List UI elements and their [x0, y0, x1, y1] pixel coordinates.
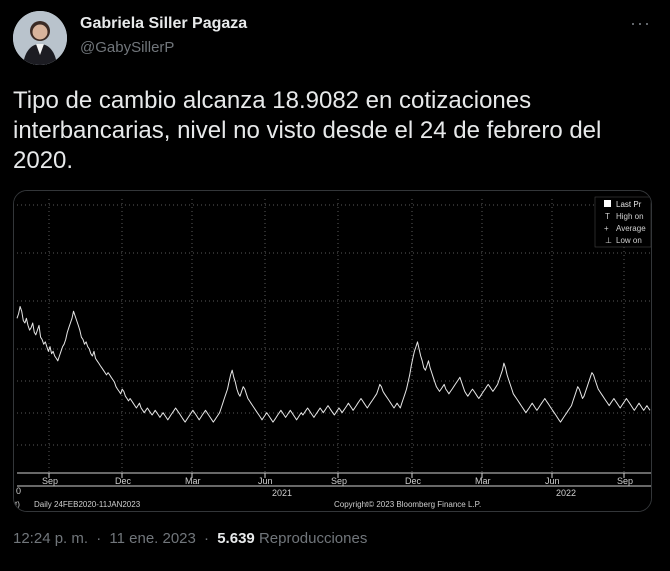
year-labels: 2021 2022 [272, 488, 576, 498]
legend-last-price: Last Pr [616, 200, 642, 209]
legend-average-marker: + [604, 224, 609, 233]
x-tick-label-5: Dec [405, 476, 422, 486]
x-axis-tick-labels: Sep Dec Mar Jun Sep Dec Mar Jun Sep [42, 476, 633, 486]
x-tick-label-2: Mar [185, 476, 201, 486]
tweet-text: Tipo de cambio alcanza 18.9082 en cotiza… [13, 87, 602, 174]
author-handle[interactable]: @GabySillerP [80, 39, 175, 56]
legend-last-price-swatch [604, 200, 611, 207]
left-edge-label: 0 [16, 486, 21, 496]
year-label-0: 2021 [272, 488, 292, 498]
legend-low: Low on [616, 236, 642, 245]
chart-footer: t) Daily 24FEB2020-11JAN2023 Copyright© … [15, 500, 481, 509]
views-count: 5.639 [217, 530, 255, 547]
tweet-date[interactable]: 11 ene. 2023 [109, 530, 196, 547]
more-options-button[interactable]: ··· [630, 13, 651, 34]
legend-low-marker: ⊥ [605, 236, 612, 245]
author-name[interactable]: Gabriela Siller Pagaza [80, 15, 248, 32]
tweet-time[interactable]: 12:24 p. m. [13, 530, 89, 547]
legend-high-marker: T [605, 212, 610, 221]
more-horizontal-icon: ··· [630, 13, 651, 33]
meta-separator: · [96, 530, 102, 547]
x-tick-label-1: Dec [115, 476, 132, 486]
x-tick-label-8: Sep [617, 476, 633, 486]
chart-image-card[interactable]: Sep Dec Mar Jun Sep Dec Mar Jun Sep 2021 2022 0 L… [13, 190, 652, 512]
meta-separator-2: · [204, 530, 210, 547]
x-tick-label-0: Sep [42, 476, 58, 486]
views-label: Reproducciones [258, 530, 368, 547]
x-tick-label-6: Mar [475, 476, 491, 486]
series-group [16, 306, 651, 423]
chart-legend: Last Pr T High on + Average ⊥ Low on [594, 196, 651, 248]
footer-copyright: Copyright© 2023 Bloomberg Finance L.P. [334, 500, 481, 509]
tweet-metadata: 12:24 p. m. · 11 ene. 2023 · 5.639 Repro… [13, 530, 371, 547]
legend-average: Average [616, 224, 646, 233]
avatar-image [13, 11, 67, 65]
legend-high: High on [616, 212, 644, 221]
footer-edge-label: t) [15, 500, 20, 509]
series-line-0 [16, 306, 651, 423]
x-axis-ticks [48, 473, 625, 478]
footer-date-range: Daily 24FEB2020-11JAN2023 [34, 500, 141, 509]
x-tick-label-3: Jun [258, 476, 273, 486]
exchange-rate-chart: Sep Dec Mar Jun Sep Dec Mar Jun Sep 2021 2022 0 L… [14, 191, 651, 511]
author-avatar[interactable] [13, 11, 67, 65]
x-tick-label-4: Sep [331, 476, 347, 486]
year-label-1: 2022 [556, 488, 576, 498]
x-tick-label-7: Jun [545, 476, 560, 486]
